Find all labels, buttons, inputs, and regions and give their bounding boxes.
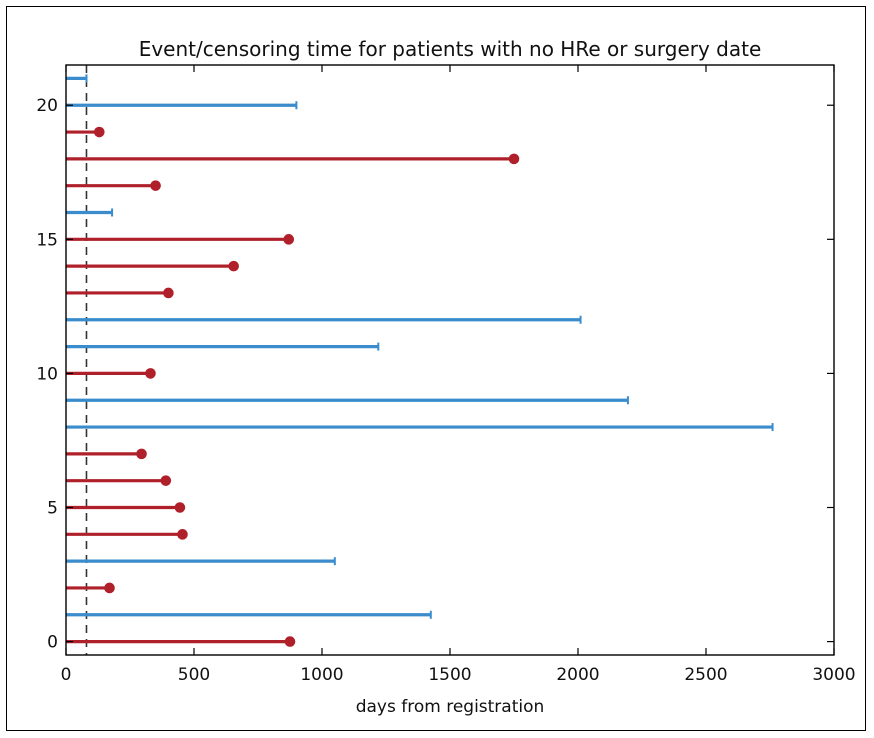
event-marker-13 — [163, 287, 174, 299]
x-tick-label-3000: 3000 — [812, 665, 855, 685]
event-marker-2 — [104, 582, 115, 594]
event-marker-17 — [150, 180, 161, 191]
event-marker-7 — [136, 448, 147, 460]
event-marker-6 — [160, 475, 172, 486]
event-marker-14 — [228, 260, 239, 272]
y-tick-label-20: 20 — [36, 96, 58, 116]
event-marker-4 — [177, 529, 188, 540]
x-tick-label-1000: 1000 — [300, 665, 343, 685]
event-marker-0 — [284, 636, 296, 647]
event-marker-19 — [93, 126, 105, 138]
plot-area: 0 500 1000 1500 2000 2500 3000 0 5 10 15 20 — [36, 64, 856, 685]
x-axis-label: days from registration — [356, 697, 545, 717]
x-tick-label-500: 500 — [178, 665, 210, 685]
y-tick-label-10: 10 — [36, 364, 58, 384]
y-tick-label-0: 0 — [47, 633, 58, 653]
event-marker-18 — [508, 153, 520, 165]
event-marker-15 — [283, 234, 295, 245]
event-marker-5 — [174, 502, 186, 513]
x-tick-label-0: 0 — [61, 665, 72, 685]
y-tick-label-5: 5 — [47, 499, 58, 519]
event-marker-10 — [145, 368, 156, 379]
y-tick-label-15: 15 — [36, 230, 58, 250]
x-tick-label-2000: 2000 — [556, 665, 599, 685]
x-tick-label-2500: 2500 — [684, 665, 727, 685]
plot-border — [65, 64, 835, 656]
x-tick-label-1500: 1500 — [428, 665, 471, 685]
chart-title: Event/censoring time for patients with n… — [139, 37, 762, 61]
